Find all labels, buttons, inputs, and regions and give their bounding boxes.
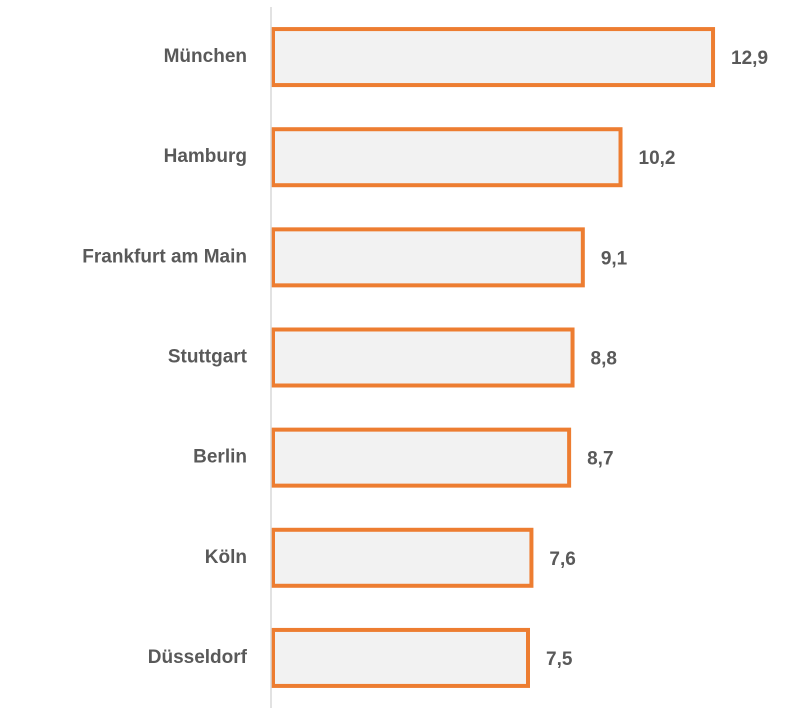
bar <box>271 27 716 88</box>
y-tick-label: Frankfurt am Main <box>82 246 247 267</box>
bar <box>271 427 572 488</box>
data-label: 10,2 <box>639 148 676 169</box>
bar <box>271 227 585 288</box>
bar <box>271 327 575 388</box>
data-label: 7,6 <box>549 549 575 570</box>
y-tick-label: Stuttgart <box>168 347 248 368</box>
data-label: 8,8 <box>591 349 617 370</box>
data-label: 12,9 <box>731 48 768 69</box>
y-tick-label: München <box>164 46 247 67</box>
y-tick-label: Düsseldorf <box>148 647 248 668</box>
data-label: 9,1 <box>601 248 628 269</box>
bar <box>271 627 530 688</box>
y-tick-label: Köln <box>205 547 247 568</box>
bar <box>271 127 623 188</box>
y-tick-label: Berlin <box>193 447 247 468</box>
data-label: 7,5 <box>546 649 573 670</box>
data-label: 8,7 <box>587 449 613 470</box>
bar <box>271 527 534 588</box>
y-tick-label: Hamburg <box>164 146 247 167</box>
